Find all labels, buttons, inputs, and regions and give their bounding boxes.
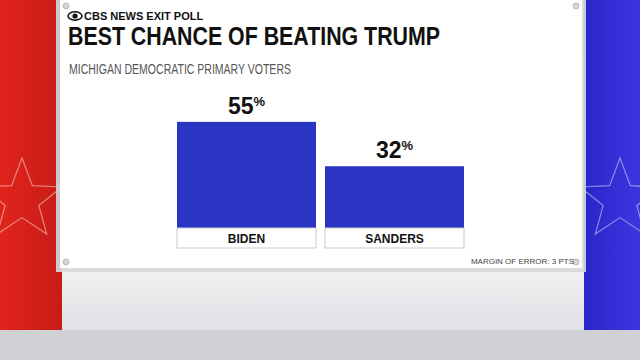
category-label: SANDERS [365,232,424,246]
category-box [325,228,464,248]
eye-outline [68,12,82,20]
eye-pupil [72,13,77,18]
bar [177,122,316,228]
star-outline [580,158,640,234]
data-label: 32% [376,137,414,163]
background [0,0,640,360]
labels: BIDEN 55% SANDERS 32% [177,93,464,248]
bar [325,166,464,228]
category-label: BIDEN [228,232,265,246]
blue-panel [584,0,640,330]
red-panel [0,0,62,330]
annotation: MARGIN OF ERROR: 3 PTS [471,257,574,266]
title: BEST CHANCE OF BEATING TRUMP [68,21,440,51]
card-bolt [63,259,69,265]
card [60,0,582,268]
floor [0,330,640,360]
data-label: 55% [228,93,266,119]
bars [177,122,464,228]
cbs-eye-logo [68,12,82,20]
card-shadow [56,0,586,272]
subtitle: MICHIGAN DEMOCRATIC PRIMARY VOTERS [69,61,291,77]
category-box [177,228,316,248]
star-outline [0,158,62,234]
chart-root: CBS NEWS EXIT POLLBEST CHANCE OF BEATING… [0,0,640,360]
card-bolt [573,3,579,9]
card-bolt [63,3,69,9]
